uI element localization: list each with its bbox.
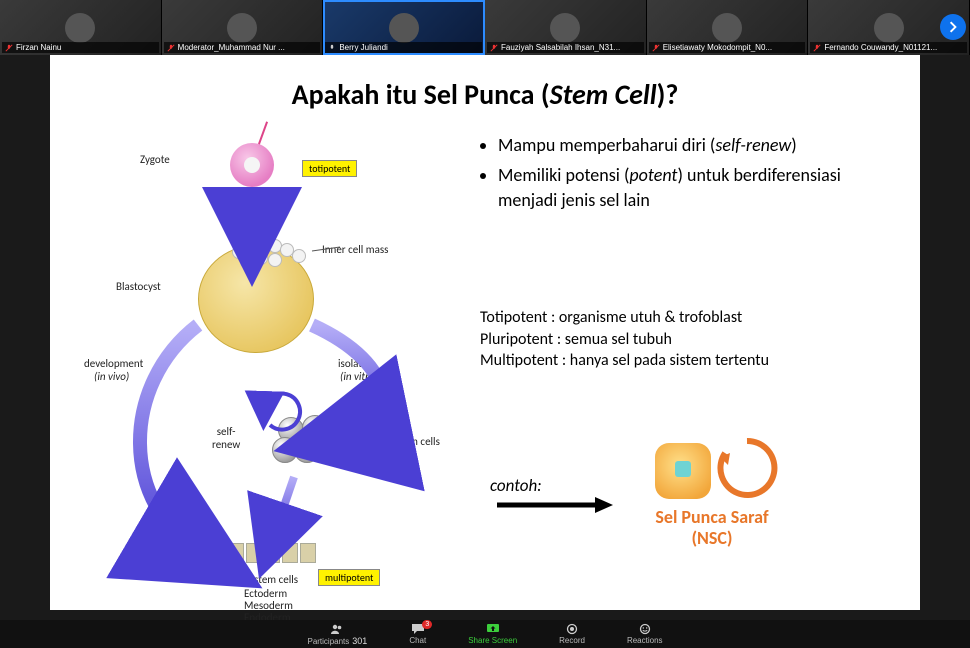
participants-label: Participants: [307, 637, 349, 646]
bullet-list: Mampu memperbaharui diri (self-renew) Me…: [480, 133, 900, 218]
title-italic: Stem Cell: [550, 77, 657, 112]
participant-name: Fauziyah Salsabilah Ihsan_N31...: [501, 43, 620, 52]
stem-cell-diagram: Zygote totipotent Blastocyst Inner cell …: [80, 125, 470, 595]
share-screen-button[interactable]: Share Screen: [468, 623, 517, 645]
bullet-italic: self-renew: [715, 134, 791, 156]
participant-label: Elisetiawaty Mokodompit_N0...: [649, 42, 806, 53]
mic-muted-icon: [167, 44, 175, 52]
participant-tile[interactable]: Elisetiawaty Mokodompit_N0...: [647, 0, 809, 55]
participant-tile[interactable]: Fauziyah Salsabilah Ihsan_N31...: [485, 0, 647, 55]
participant-label: Moderator_Muhammad Nur ...: [164, 42, 321, 53]
participant-label: Fernando Couwandy_N01121...: [810, 42, 967, 53]
chat-button[interactable]: Chat 3: [409, 623, 426, 645]
title-part: )?: [657, 77, 679, 112]
slide-title: Apakah itu Sel Punca (Stem Cell)?: [50, 77, 920, 112]
bullet-text: Memiliki potensi (: [498, 164, 629, 186]
reactions-icon: [638, 623, 652, 635]
record-label: Record: [559, 636, 585, 645]
nsc-line: Sel Punca Saraf: [632, 507, 792, 528]
mic-muted-icon: [5, 44, 13, 52]
chevron-right-icon: [947, 21, 959, 33]
contoh-arrow-icon: [495, 495, 615, 515]
nsc-label: Sel Punca Saraf (NSC): [632, 507, 792, 548]
mic-on-icon: [328, 44, 336, 52]
reactions-button[interactable]: Reactions: [627, 623, 663, 645]
chat-label: Chat: [409, 636, 426, 645]
bullet-item: Mampu memperbaharui diri (self-renew): [498, 133, 900, 157]
nsc-self-renew-arrow-icon: [712, 433, 782, 503]
participant-tile[interactable]: Moderator_Muhammad Nur ...: [162, 0, 324, 55]
def-line: Multipotent : hanya sel pada sistem tert…: [480, 350, 900, 372]
participant-label: Firzan Nainu: [2, 42, 159, 53]
share-label: Share Screen: [468, 636, 517, 645]
participants-button[interactable]: Participants301: [307, 623, 367, 646]
next-participants-button[interactable]: [940, 14, 966, 40]
participant-label: Fauziyah Salsabilah Ihsan_N31...: [487, 42, 644, 53]
chat-badge: 3: [422, 620, 432, 629]
participant-strip: Firzan Nainu Moderator_Muhammad Nur ... …: [0, 0, 970, 55]
def-line: Pluripotent : semua sel tubuh: [480, 329, 900, 351]
participant-name: Moderator_Muhammad Nur ...: [178, 43, 285, 52]
shared-screen-area: Apakah itu Sel Punca (Stem Cell)? Zygote…: [0, 55, 970, 620]
share-screen-icon: [486, 623, 500, 635]
def-line: Totipotent : organisme utuh & trofoblast: [480, 307, 900, 329]
bullet-text: Mampu memperbaharui diri (: [498, 134, 715, 156]
meeting-toolbar: Participants301 Chat 3 Share Screen Reco…: [0, 620, 970, 648]
presentation-slide: Apakah itu Sel Punca (Stem Cell)? Zygote…: [50, 55, 920, 610]
participant-tile[interactable]: Berry Juliandi: [323, 0, 485, 55]
participant-name: Elisetiawaty Mokodompit_N0...: [663, 43, 772, 52]
nsc-line: (NSC): [632, 528, 792, 549]
bullet-item: Memiliki potensi (potent) untuk berdifer…: [498, 163, 900, 212]
participant-name: Fernando Couwandy_N01121...: [824, 43, 937, 52]
participant-name: Berry Juliandi: [339, 43, 387, 52]
nsc-cell-shape: [655, 443, 711, 499]
mic-muted-icon: [813, 44, 821, 52]
contoh-label: contoh:: [490, 475, 542, 496]
definitions: Totipotent : organisme utuh & trofoblast…: [480, 307, 900, 372]
bullet-text: ): [791, 134, 796, 156]
diagram-arrows: [80, 125, 470, 595]
mic-muted-icon: [490, 44, 498, 52]
participant-label: Berry Juliandi: [325, 42, 482, 53]
record-button[interactable]: Record: [559, 623, 585, 645]
title-part: Apakah itu Sel Punca (: [292, 77, 550, 112]
reactions-label: Reactions: [627, 636, 663, 645]
participants-icon: [330, 623, 344, 635]
mic-muted-icon: [652, 44, 660, 52]
record-icon: [565, 623, 579, 635]
bullet-italic: potent: [629, 164, 677, 186]
participant-tile[interactable]: Firzan Nainu: [0, 0, 162, 55]
participant-name: Firzan Nainu: [16, 43, 61, 52]
participants-count: 301: [352, 636, 367, 646]
